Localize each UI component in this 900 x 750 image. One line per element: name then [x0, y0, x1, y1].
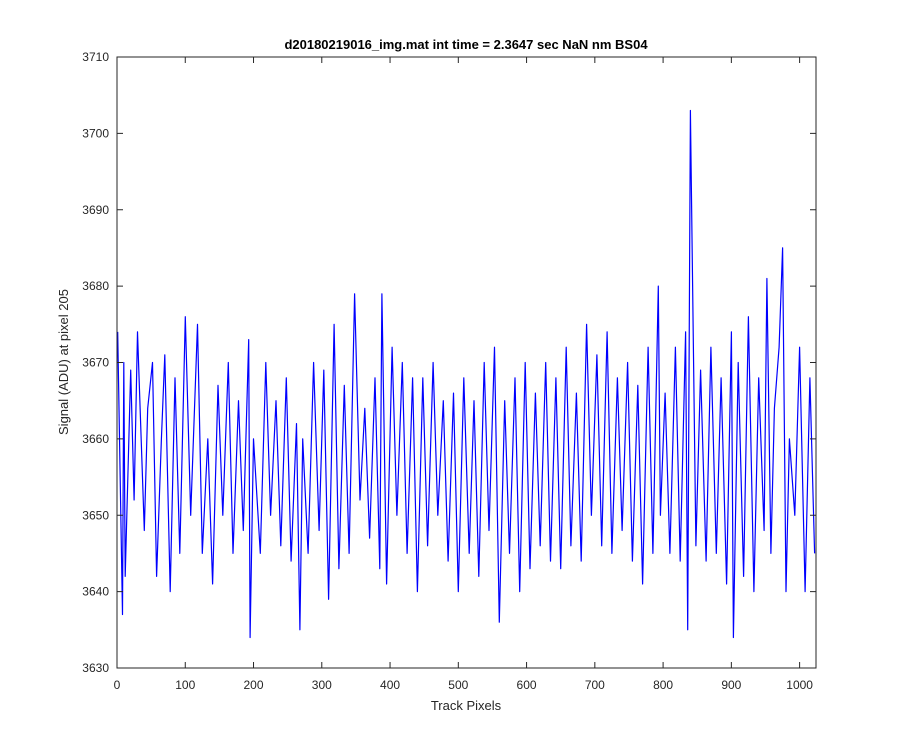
y-tick-label: 3700 — [82, 126, 109, 140]
x-tick-label: 300 — [312, 678, 332, 692]
x-tick-label: 800 — [653, 678, 673, 692]
y-tick-label: 3690 — [82, 203, 109, 217]
chart-title: d20180219016_img.mat int time = 2.3647 s… — [284, 37, 648, 52]
x-tick-label: 0 — [114, 678, 121, 692]
y-tick-label: 3650 — [82, 508, 109, 522]
x-tick-label: 600 — [517, 678, 537, 692]
x-tick-label: 100 — [175, 678, 195, 692]
x-tick-label: 500 — [448, 678, 468, 692]
plot-area-background — [117, 57, 816, 668]
y-axis-ticks: 3630 3640 3650 3660 3670 3680 3690 3700 3710 — [82, 50, 816, 675]
x-tick-label: 400 — [380, 678, 400, 692]
x-axis-label: Track Pixels — [431, 698, 502, 713]
x-axis-ticks: 0 100 200 300 400 500 600 700 800 900 1000 — [114, 57, 813, 692]
y-tick-label: 3640 — [82, 585, 109, 599]
y-tick-label: 3630 — [82, 661, 109, 675]
y-tick-label: 3710 — [82, 50, 109, 64]
y-tick-label: 3660 — [82, 432, 109, 446]
x-tick-label: 700 — [585, 678, 605, 692]
x-tick-label: 900 — [721, 678, 741, 692]
y-tick-label: 3670 — [82, 356, 109, 370]
x-tick-label: 200 — [244, 678, 264, 692]
y-tick-label: 3680 — [82, 279, 109, 293]
x-tick-label: 1000 — [786, 678, 813, 692]
series-line-0 — [117, 109, 816, 639]
y-axis-label: Signal (ADU) at pixel 205 — [56, 289, 71, 435]
series-layer — [117, 109, 816, 639]
